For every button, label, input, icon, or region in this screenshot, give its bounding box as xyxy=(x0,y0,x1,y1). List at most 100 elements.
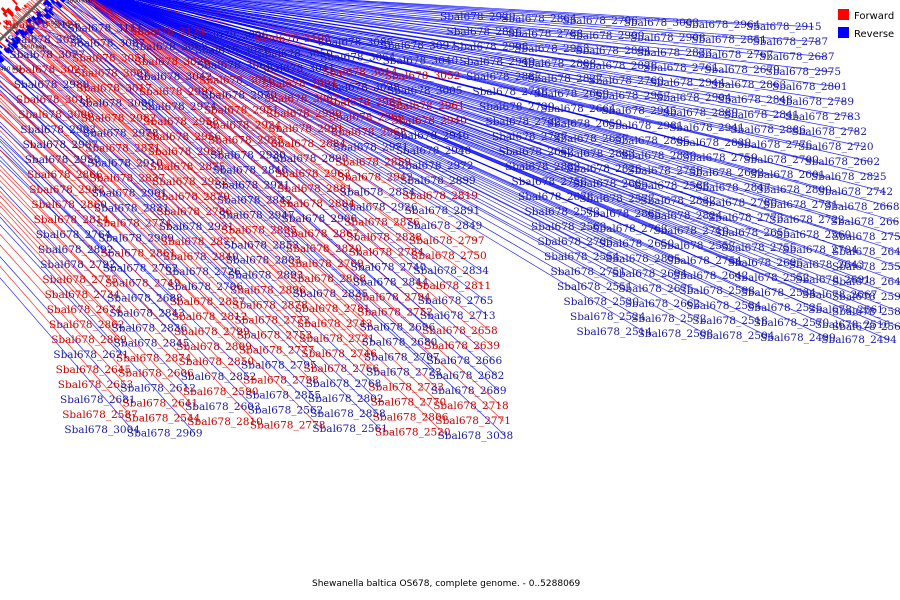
gene-label[interactable]: Sbal678_2583 xyxy=(832,306,900,318)
gene-label[interactable]: Sbal678_2850 xyxy=(179,356,255,368)
gene-label[interactable]: Sbal678_2985 xyxy=(327,97,403,109)
gene-label[interactable]: Sbal678_2794 xyxy=(355,292,431,304)
gene-label[interactable]: Sbal678_3065 xyxy=(197,60,273,72)
gene-label[interactable]: Sbal678_2929 xyxy=(440,11,516,23)
gene-label[interactable]: Sbal678_2739 xyxy=(479,101,555,113)
gene-label[interactable]: Sbal678_2856 xyxy=(447,26,523,38)
gene-label[interactable]: Sbal678_2899 xyxy=(400,175,476,187)
gene-label[interactable]: Sbal678_2678 xyxy=(518,191,594,203)
gene-label[interactable]: Sbal678_2757 xyxy=(832,231,900,243)
gene-label[interactable]: Sbal678_2997 xyxy=(139,86,215,98)
gene-label[interactable]: Sbal678_2800 xyxy=(756,184,832,196)
gene-label[interactable]: Sbal678_2910 xyxy=(87,158,163,170)
gene-label[interactable]: Sbal678_2950 xyxy=(25,154,101,166)
gene-label[interactable]: Sbal678_2949 xyxy=(460,56,536,68)
gene-label[interactable]: Sbal678_3005 xyxy=(387,85,463,97)
gene-label[interactable]: Sbal678_2869 xyxy=(51,334,127,346)
gene-label[interactable]: Sbal678_2707 xyxy=(364,352,440,364)
gene-label[interactable]: Sbal678_2957 xyxy=(595,90,671,102)
gene-label[interactable]: Sbal678_2803 xyxy=(226,255,302,267)
gene-label[interactable]: Sbal678_2859 xyxy=(335,157,411,169)
gene-label[interactable]: Sbal678_2759 xyxy=(682,152,758,164)
gene-label[interactable]: Sbal678_2657 xyxy=(553,133,629,145)
gene-label[interactable]: Sbal678_2720 xyxy=(798,141,874,153)
gene-label[interactable]: Sbal678_2981 xyxy=(608,120,684,132)
gene-label[interactable]: Sbal678_2721 xyxy=(299,333,375,345)
gene-label[interactable]: Sbal678_3063 xyxy=(132,41,208,53)
gene-label[interactable]: Sbal678_2966 xyxy=(329,112,405,124)
gene-label[interactable]: Sbal678_3026 xyxy=(135,56,211,68)
gene-label[interactable]: Sbal678_2948 xyxy=(396,145,472,157)
gene-label[interactable]: Sbal678_3003 xyxy=(624,17,700,29)
gene-label[interactable]: Sbal678_2561 xyxy=(312,423,388,435)
gene-label[interactable]: Sbal678_2588 xyxy=(634,180,710,192)
gene-label[interactable]: Sbal678_2846 xyxy=(213,165,289,177)
gene-label[interactable]: Sbal678_2866 xyxy=(27,169,103,181)
gene-label[interactable]: Sbal678_2727 xyxy=(492,131,568,143)
gene-label[interactable]: Sbal678_3111 xyxy=(68,23,144,35)
gene-label[interactable]: Sbal678_2944 xyxy=(650,77,726,89)
gene-label[interactable]: Sbal678_2641 xyxy=(123,398,199,410)
gene-label[interactable]: Sbal678_2968 xyxy=(331,127,407,139)
gene-label[interactable]: Sbal678_2534 xyxy=(741,287,817,299)
gene-label[interactable]: Sbal678_2956 xyxy=(146,131,222,143)
gene-label[interactable]: Sbal678_2861 xyxy=(101,248,177,260)
gene-label[interactable]: Sbal678_2649 xyxy=(832,246,900,258)
gene-label[interactable]: Sbal678_2788 xyxy=(508,28,584,40)
gene-label[interactable]: Sbal678_2969 xyxy=(127,428,203,440)
gene-label[interactable]: Sbal678_2959 xyxy=(148,146,224,158)
gene-label[interactable]: Sbal678_2612 xyxy=(120,383,196,395)
gene-label[interactable]: Sbal678_2945 xyxy=(601,105,677,117)
gene-label[interactable]: Sbal678_2847 xyxy=(695,182,771,194)
gene-label[interactable]: Sbal678_2645 xyxy=(56,364,132,376)
gene-label[interactable]: Sbal678_2781 xyxy=(295,303,371,315)
gene-label[interactable]: Sbal678_2857 xyxy=(170,296,246,308)
gene-label[interactable]: Sbal678_2674 xyxy=(47,304,123,316)
gene-label[interactable]: Sbal678_2765 xyxy=(418,295,494,307)
gene-label[interactable]: Sbal678_2681 xyxy=(60,394,136,406)
gene-label[interactable]: Sbal678_2726 xyxy=(165,266,241,278)
gene-label[interactable]: Sbal678_2658 xyxy=(422,325,498,337)
gene-label[interactable]: Sbal678_2834 xyxy=(413,265,489,277)
gene-label[interactable]: Sbal678_2864 xyxy=(501,13,577,25)
gene-label[interactable]: Sbal678_2562 xyxy=(248,405,324,417)
gene-label[interactable]: Sbal678_2836 xyxy=(112,323,188,335)
gene-label[interactable]: Sbal678_3124 xyxy=(130,26,206,38)
gene-label[interactable]: Sbal678_3097 xyxy=(380,40,456,52)
gene-label[interactable]: Sbal678_3076 xyxy=(195,45,271,57)
gene-label[interactable]: Sbal678_2679 xyxy=(704,64,780,76)
gene-label[interactable]: Sbal678_2844 xyxy=(353,277,429,289)
gene-label[interactable]: Sbal678_2882 xyxy=(505,161,581,173)
gene-label[interactable]: Sbal678_2746 xyxy=(301,348,377,360)
gene-label[interactable]: Sbal678_2766 xyxy=(304,363,380,375)
gene-label[interactable]: Sbal678_2770 xyxy=(371,397,447,409)
gene-label[interactable]: Sbal678_2704 xyxy=(782,244,858,256)
gene-label[interactable]: Sbal678_3007 xyxy=(264,93,340,105)
gene-label[interactable]: Sbal678_2849 xyxy=(407,220,483,232)
gene-label[interactable]: Sbal678_2795 xyxy=(241,360,317,372)
gene-label[interactable]: Sbal678_2860 xyxy=(31,199,107,211)
gene-label[interactable]: Sbal678_2893 xyxy=(228,270,304,282)
gene-label[interactable]: Sbal678_2675 xyxy=(618,283,694,295)
gene-label[interactable]: Sbal678_2974 xyxy=(141,101,217,113)
gene-label[interactable]: Sbal678_2743 xyxy=(297,318,373,330)
gene-label[interactable]: Sbal678_2930 xyxy=(210,150,286,162)
gene-label[interactable]: Sbal678_2722 xyxy=(769,214,845,226)
gene-label[interactable]: Sbal678_2833 xyxy=(637,47,713,59)
gene-label[interactable]: Sbal678_2718 xyxy=(433,400,509,412)
gene-label[interactable]: Sbal678_2867 xyxy=(284,228,360,240)
gene-label[interactable]: Sbal678_2780 xyxy=(702,197,778,209)
gene-label[interactable]: Sbal678_2946 xyxy=(394,130,470,142)
gene-label[interactable]: Sbal678_2659 xyxy=(547,118,623,130)
gene-label[interactable]: Sbal678_2943 xyxy=(29,184,105,196)
gene-label[interactable]: Sbal678_2890 xyxy=(273,153,349,165)
gene-label[interactable]: Sbal678_2685 xyxy=(573,178,649,190)
gene-label[interactable]: Sbal678_3042 xyxy=(137,71,213,83)
gene-label[interactable]: Sbal678_2819 xyxy=(402,190,478,202)
gene-label[interactable]: Sbal678_2650 xyxy=(599,238,675,250)
gene-label[interactable]: Sbal678_2907 xyxy=(23,139,99,151)
gene-label[interactable]: Sbal678_2894 xyxy=(575,45,651,57)
gene-label[interactable]: Sbal678_2845 xyxy=(114,338,190,350)
gene-label[interactable]: Sbal678_2705 xyxy=(538,236,614,248)
gene-label[interactable]: Sbal678_3002 xyxy=(74,68,150,80)
